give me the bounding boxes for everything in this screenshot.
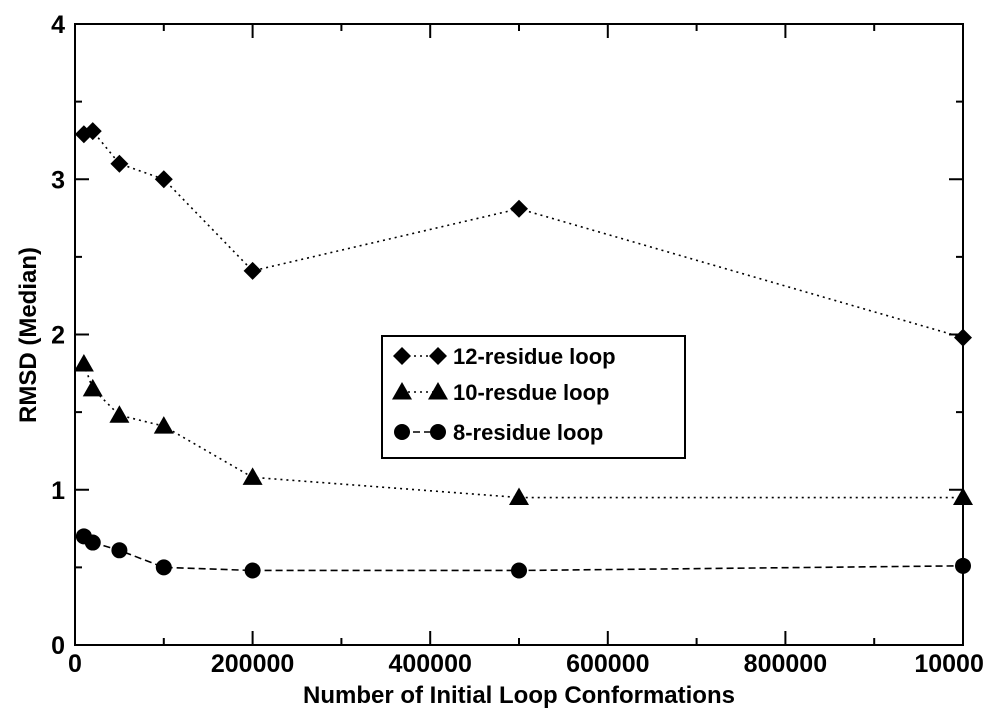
legend-label: 10-resdue loop <box>453 380 609 405</box>
data-point-diamond <box>510 199 528 218</box>
data-point-triangle <box>73 353 94 372</box>
data-point-circle <box>244 562 261 579</box>
y-tick-label: 2 <box>51 322 65 350</box>
data-point-triangle <box>953 487 973 506</box>
axis-tick-labels: 0 200000 400000 600000 800000 1000000 0 1 2 3 4 <box>51 11 984 678</box>
data-point-diamond <box>154 170 173 189</box>
data-point-triangle <box>153 416 174 434</box>
data-point-triangle <box>109 405 130 423</box>
data-point-circle <box>955 557 971 574</box>
x-tick-label: 1000000 <box>914 650 984 678</box>
x-tick-label: 800000 <box>744 650 827 678</box>
y-tick-label: 0 <box>51 632 65 660</box>
data-point-triangle <box>242 467 263 485</box>
data-point-diamond <box>243 261 262 280</box>
x-tick-label: 0 <box>68 650 82 678</box>
data-point-circle <box>84 534 101 551</box>
data-point-circle <box>511 562 527 579</box>
series-line-diamond <box>83 130 964 339</box>
data-point-triangle <box>82 378 103 397</box>
plot-frame <box>74 23 964 646</box>
data-point-circle <box>111 542 128 559</box>
legend-label: 8-residue loop <box>453 420 603 445</box>
data-point-diamond <box>83 122 102 141</box>
axis-ticks <box>74 23 964 646</box>
plot-area-border <box>74 23 964 646</box>
legend-marker-diamond <box>429 347 447 365</box>
legend: 12-residue loop 10-resdue loop 8-residue l… <box>381 335 686 459</box>
series-markers <box>73 122 973 579</box>
data-point-diamond <box>954 328 972 347</box>
data-point-diamond <box>110 154 129 173</box>
x-tick-label: 200000 <box>211 650 294 678</box>
x-tick-label: 400000 <box>388 650 471 678</box>
y-tick-label: 1 <box>51 477 65 505</box>
data-point-triangle <box>509 487 529 506</box>
legend-label: 12-residue loop <box>453 344 616 369</box>
legend-marker-triangle <box>392 382 412 400</box>
legend-marker-circle <box>430 424 446 440</box>
legend-marker-diamond <box>393 347 411 365</box>
y-axis-title: RMSD (Median) <box>15 247 42 423</box>
data-point-diamond <box>74 125 93 144</box>
x-axis-title: Number of Initial Loop Conformations <box>303 682 735 709</box>
y-tick-label: 3 <box>51 166 65 194</box>
legend-marker-triangle <box>428 382 448 400</box>
x-tick-label: 600000 <box>566 650 649 678</box>
data-point-circle <box>155 559 172 576</box>
y-tick-label: 4 <box>51 11 65 39</box>
legend-marker-circle <box>394 424 410 440</box>
